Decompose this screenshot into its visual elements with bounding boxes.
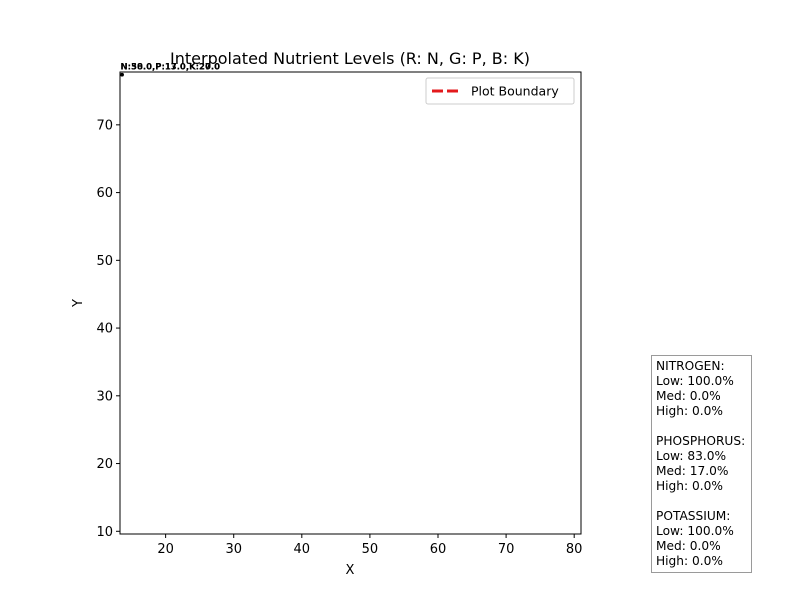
y-tick-label: 30 bbox=[96, 389, 113, 404]
x-tick-label: 40 bbox=[294, 542, 311, 557]
nitrogen-high: High: 0.0% bbox=[656, 404, 723, 418]
data-point-label: N:30.0,P:13.0,K:20.0 bbox=[121, 63, 221, 73]
data-point bbox=[120, 72, 124, 77]
phosphorus-high: High: 0.0% bbox=[656, 479, 723, 493]
nutrient-stats-box: NITROGEN: Low: 100.0% Med: 0.0% High: 0.… bbox=[651, 355, 752, 573]
potassium-low: Low: 100.0% bbox=[656, 524, 734, 538]
chart-title: Interpolated Nutrient Levels (R: N, G: P… bbox=[170, 49, 530, 68]
x-axis-ticks: 20 30 40 50 60 70 80 bbox=[157, 534, 582, 557]
y-tick-label: 50 bbox=[96, 254, 113, 269]
plot-area bbox=[119, 71, 582, 535]
spacer bbox=[656, 494, 747, 509]
x-tick-label: 30 bbox=[225, 542, 242, 557]
legend-label-plot-boundary: Plot Boundary bbox=[471, 84, 559, 99]
nitrogen-heading: NITROGEN: bbox=[656, 359, 725, 373]
spacer bbox=[656, 419, 747, 434]
y-axis-label: Y bbox=[71, 299, 86, 308]
potassium-heading: POTASSIUM: bbox=[656, 509, 731, 523]
potassium-med: Med: 0.0% bbox=[656, 539, 721, 553]
y-tick-label: 60 bbox=[96, 186, 113, 201]
phosphorus-low: Low: 83.0% bbox=[656, 449, 727, 463]
nitrogen-low: Low: 100.0% bbox=[656, 374, 734, 388]
legend: Plot Boundary bbox=[425, 77, 575, 105]
nitrogen-med: Med: 0.0% bbox=[656, 389, 721, 403]
phosphorus-heading: PHOSPHORUS: bbox=[656, 434, 746, 448]
y-tick-label: 40 bbox=[96, 322, 113, 337]
x-tick-label: 50 bbox=[362, 542, 379, 557]
potassium-high: High: 0.0% bbox=[656, 554, 723, 568]
y-axis-ticks: 10 20 30 40 50 60 70 bbox=[96, 118, 120, 540]
data-point-label: N:58.0,P:17.0,K:27.0 bbox=[121, 63, 221, 73]
x-tick-label: 20 bbox=[157, 542, 174, 557]
x-axis-label: X bbox=[346, 563, 355, 578]
y-tick-label: 20 bbox=[96, 457, 113, 472]
y-tick-label: 10 bbox=[96, 525, 113, 540]
phosphorus-med: Med: 17.0% bbox=[656, 464, 729, 478]
x-tick-label: 70 bbox=[498, 542, 515, 557]
data-points: N:30.0,P:13.0,K:20.0N:58.0,P:17.0,K:27.0 bbox=[120, 63, 220, 77]
x-tick-label: 60 bbox=[430, 542, 447, 557]
y-tick-label: 70 bbox=[96, 118, 113, 133]
x-tick-label: 80 bbox=[566, 542, 583, 557]
legend-frame bbox=[425, 77, 575, 105]
